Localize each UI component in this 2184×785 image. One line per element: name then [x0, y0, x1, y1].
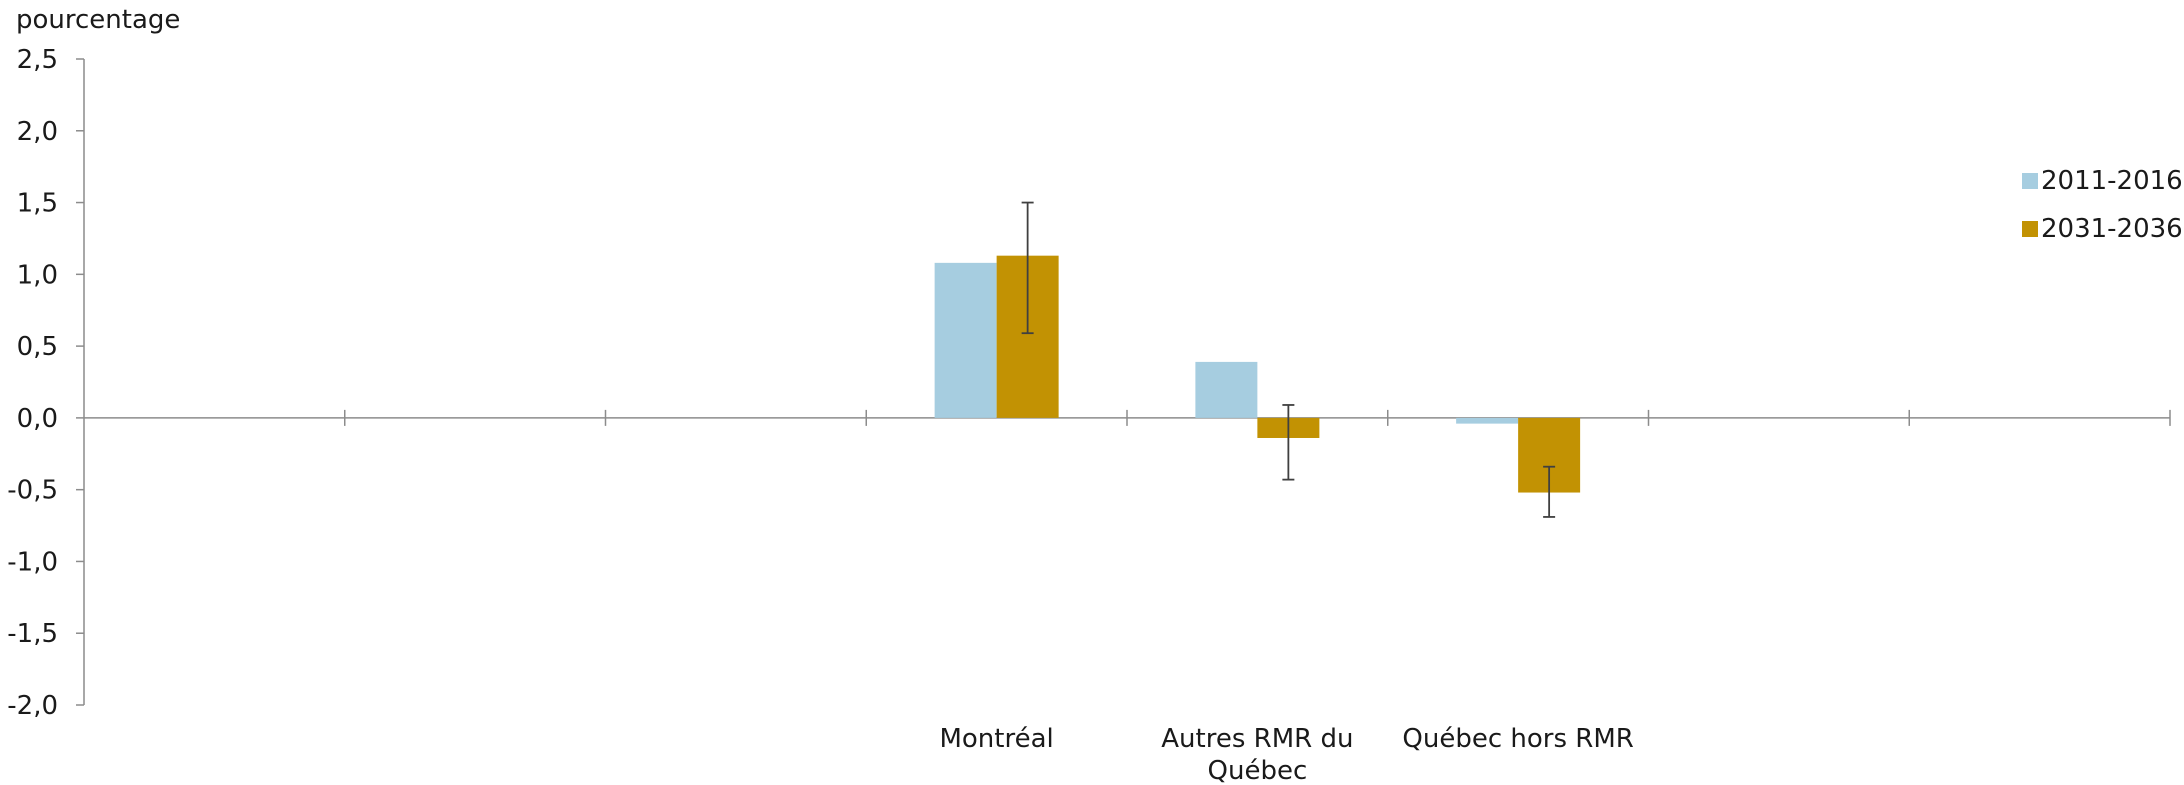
legend-swatch: [2022, 173, 2038, 189]
y-tick-label: -2,0: [7, 691, 58, 721]
x-axis: [84, 409, 2171, 426]
bar: [1195, 361, 1258, 418]
y-axis-label: pourcentage: [16, 5, 180, 35]
legend-item: 2031-2036: [2022, 214, 2183, 244]
legend-label: 2031-2036: [2041, 214, 2183, 244]
y-tick-label: 2,0: [17, 117, 58, 147]
y-tick-label: 1,5: [17, 189, 58, 219]
category-label: Autres RMR du Québec: [1161, 724, 1353, 785]
bars: [934, 255, 1581, 493]
legend-swatch: [2022, 221, 2038, 237]
y-tick-label: -1,5: [7, 619, 58, 649]
y-tick-label: 2,5: [17, 45, 58, 75]
y-tick-label: 0,0: [17, 404, 58, 434]
error-bar: [1543, 465, 1556, 518]
legend-item: 2011-2016: [2022, 166, 2183, 196]
error-bar: [1021, 201, 1034, 335]
y-tick-label: -0,5: [7, 476, 58, 506]
y-tick-label: 0,5: [17, 332, 58, 362]
category-label: Montréal: [939, 724, 1053, 754]
y-axis: 2,5 2,0 1,5 1,0 0,5 0,0 -0,5 -1,0 -1,5 -2,0: [7, 45, 85, 721]
y-tick-label: -1,0: [7, 547, 58, 577]
legend-label: 2011-2016: [2041, 166, 2183, 196]
category-label: Québec hors RMR: [1402, 724, 1633, 754]
legend: 2011-2016 2031-2036: [2022, 166, 2183, 244]
y-tick-label: 1,0: [17, 260, 58, 290]
bar: [1456, 417, 1519, 424]
error-bars: [1021, 201, 1556, 518]
bar: [934, 262, 997, 418]
category-labels: Montréal Autres RMR du Québec Québec hors R…: [939, 724, 1633, 785]
error-bar: [1282, 404, 1295, 481]
